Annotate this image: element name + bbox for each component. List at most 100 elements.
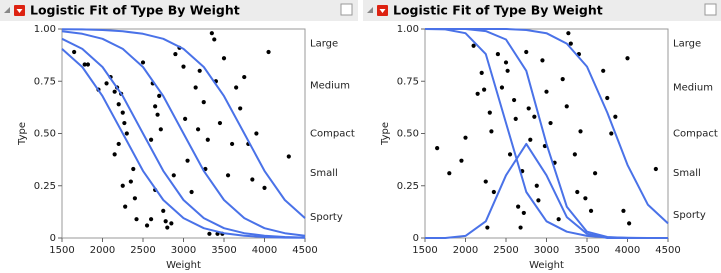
data-point — [503, 60, 509, 65]
menu-arrow — [379, 9, 386, 13]
data-point — [588, 208, 594, 213]
data-point — [207, 231, 212, 236]
data-point — [221, 56, 227, 61]
logistic-curve — [425, 142, 668, 239]
data-point — [157, 93, 162, 98]
y2-tick-label: Large — [310, 39, 338, 50]
menu-arrow — [16, 9, 23, 13]
data-point — [181, 64, 186, 69]
data-point — [189, 189, 194, 195]
data-point — [116, 141, 121, 147]
data-point — [528, 137, 533, 142]
data-point — [82, 62, 87, 67]
data-point — [495, 51, 500, 57]
data-point — [489, 129, 494, 134]
data-point — [225, 173, 231, 178]
y-axis-label: Type — [17, 122, 28, 146]
data-point — [201, 100, 206, 105]
data-point — [120, 183, 125, 188]
x-tick-label: 4500 — [292, 245, 317, 256]
data-point — [266, 49, 271, 55]
data-point — [575, 189, 580, 195]
x-tick-label: 1500 — [412, 245, 437, 256]
data-point — [518, 225, 523, 230]
data-point — [513, 116, 518, 121]
panel-0-header: Logistic Fit of Type By Weight — [0, 0, 358, 21]
data-point — [568, 41, 573, 46]
x-tick-label: 4500 — [655, 245, 680, 256]
data-point — [104, 81, 109, 86]
data-point — [183, 116, 188, 121]
data-point — [254, 131, 259, 136]
data-point — [212, 37, 217, 42]
x-axis-label: Weight — [166, 260, 201, 271]
y-tick-label: 0.75 — [34, 76, 56, 87]
data-point — [583, 196, 588, 201]
data-point — [234, 85, 239, 90]
disclosure-icon[interactable] — [367, 7, 373, 13]
data-point — [483, 179, 488, 184]
y2-tick-label: Compact — [673, 129, 718, 140]
x-tick-label: 2000 — [453, 245, 478, 256]
x-tick-label: 2500 — [130, 245, 155, 256]
data-point — [153, 104, 158, 109]
y-tick-label: 0.25 — [34, 181, 56, 192]
data-point — [479, 70, 484, 75]
y-tick-label: 0 — [50, 233, 56, 244]
data-point — [556, 217, 561, 222]
data-point — [578, 129, 583, 134]
logistic-curve — [425, 28, 668, 239]
y-tick-label: 0.75 — [397, 76, 419, 87]
data-point — [238, 106, 243, 111]
disclosure-icon[interactable] — [4, 7, 10, 13]
data-point — [242, 74, 247, 80]
logistic-curve — [61, 30, 306, 237]
data-point — [140, 60, 146, 65]
data-point — [566, 31, 571, 36]
data-point — [505, 68, 510, 73]
data-point — [540, 58, 545, 63]
data-point — [131, 166, 136, 172]
y-tick-label: 0.50 — [397, 129, 419, 140]
data-point — [134, 217, 139, 222]
data-point — [485, 225, 490, 230]
y2-tick-label: Small — [673, 168, 701, 179]
data-point — [85, 62, 91, 67]
data-point — [149, 137, 154, 142]
data-point — [163, 219, 168, 224]
y-axis-label: Type — [380, 122, 391, 146]
data-point — [613, 114, 618, 119]
logistic-curve — [61, 28, 306, 219]
logistic-curve — [61, 48, 306, 239]
panel-button[interactable] — [340, 3, 353, 16]
data-point — [165, 225, 170, 230]
x-tick-label: 3000 — [171, 245, 196, 256]
y-tick-label: 1.00 — [34, 24, 56, 35]
x-tick-label: 4000 — [615, 245, 640, 256]
data-point — [564, 104, 569, 109]
data-point — [532, 114, 537, 119]
header-bar — [363, 0, 721, 21]
data-point — [475, 91, 480, 96]
data-point — [544, 89, 549, 94]
data-point — [158, 127, 163, 132]
y-tick-label: 1.00 — [397, 24, 419, 35]
data-point — [521, 210, 526, 216]
y2-tick-label: Large — [673, 39, 701, 50]
plot-frame — [424, 28, 669, 239]
data-point — [123, 204, 128, 209]
data-point — [132, 196, 137, 201]
data-point — [435, 146, 440, 151]
x-axis-label: Weight — [529, 260, 564, 271]
data-point — [149, 217, 154, 222]
data-point — [482, 87, 487, 92]
data-point — [124, 131, 129, 136]
data-point — [507, 152, 513, 157]
data-point — [463, 135, 468, 140]
data-point — [185, 158, 190, 163]
y2-tick-label: Medium — [310, 80, 350, 91]
panel-button[interactable] — [704, 3, 717, 16]
data-point — [491, 189, 496, 195]
data-point — [205, 137, 210, 142]
